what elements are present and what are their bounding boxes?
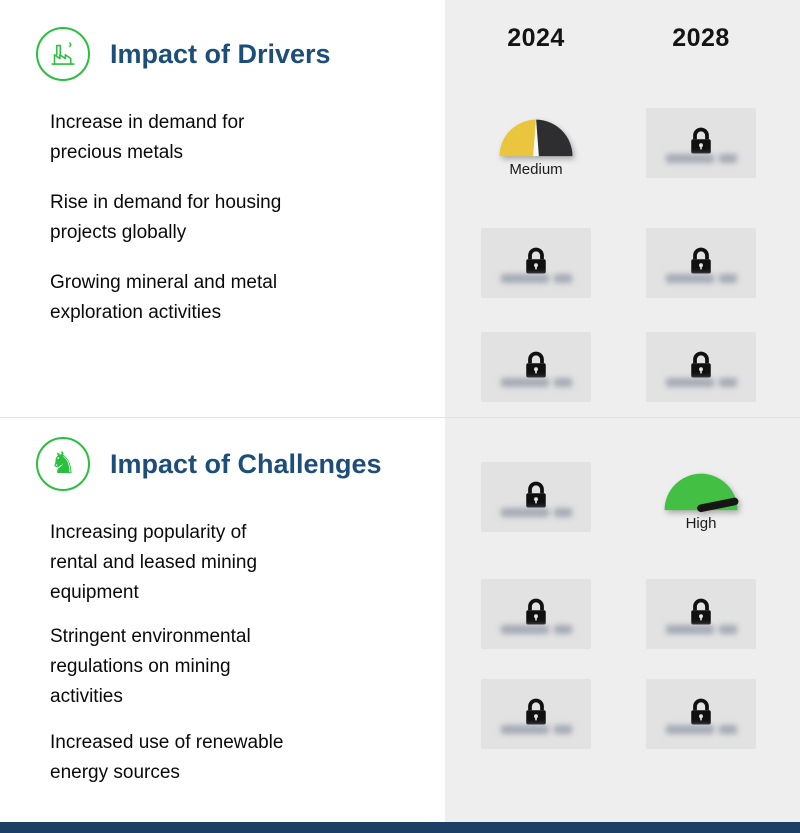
- challenge-item: Stringent environmental regulations on m…: [50, 626, 251, 707]
- lock-icon: [691, 351, 711, 378]
- locked-cell: [646, 228, 756, 298]
- redacted-text: [500, 725, 572, 734]
- locked-cell: [481, 462, 591, 532]
- lock-icon: [526, 598, 546, 625]
- challenge-item: Increasing popularity of rental and leas…: [50, 522, 258, 603]
- footer-bar: [0, 822, 800, 833]
- lock-icon: [526, 351, 546, 378]
- challenges-title: Impact of Challenges: [110, 448, 382, 479]
- locked-cell: [646, 579, 756, 649]
- locked-cell: [481, 679, 591, 749]
- impact-gauge-high: High: [646, 462, 756, 532]
- lock-icon: [526, 247, 546, 274]
- column-header-2028: 2028: [672, 24, 730, 52]
- impact-gauge-medium: Medium: [481, 108, 591, 178]
- lock-icon: [691, 598, 711, 625]
- gauge-label: Medium: [509, 161, 563, 178]
- locked-cell: [646, 108, 756, 178]
- driver-item: Growing mineral and metal exploration ac…: [50, 272, 278, 323]
- lock-icon: [691, 698, 711, 725]
- drivers-title: Impact of Drivers: [110, 38, 331, 69]
- redacted-text: [665, 378, 737, 387]
- gauge-medium-icon: [499, 117, 573, 157]
- lock-icon: [691, 127, 711, 154]
- gauge-label: High: [685, 515, 717, 532]
- redacted-text: [500, 508, 572, 517]
- chess-knight-icon: ♞: [36, 437, 90, 491]
- redacted-text: [665, 154, 737, 163]
- challenges-section-header: ♞ Impact of Challenges: [36, 437, 382, 491]
- redacted-text: [500, 378, 572, 387]
- gauge-high-icon: [664, 473, 739, 513]
- factory-icon: [36, 27, 90, 81]
- redacted-text: [665, 625, 737, 634]
- redacted-text: [500, 625, 572, 634]
- locked-cell: [481, 579, 591, 649]
- redacted-text: [500, 274, 572, 283]
- lock-icon: [691, 247, 711, 274]
- drivers-section-header: Impact of Drivers: [36, 27, 331, 81]
- column-header-2024: 2024: [507, 24, 565, 52]
- locked-cell: [646, 332, 756, 402]
- lock-icon: [526, 481, 546, 508]
- locked-cell: [646, 679, 756, 749]
- challenge-item: Increased use of renewable energy source…: [50, 732, 284, 783]
- redacted-text: [665, 274, 737, 283]
- locked-cell: [481, 228, 591, 298]
- redacted-text: [665, 725, 737, 734]
- lock-icon: [526, 698, 546, 725]
- section-divider: [0, 417, 800, 418]
- locked-cell: [481, 332, 591, 402]
- driver-item: Rise in demand for housing projects glob…: [50, 192, 282, 243]
- driver-item: Increase in demand for precious metals: [50, 112, 245, 163]
